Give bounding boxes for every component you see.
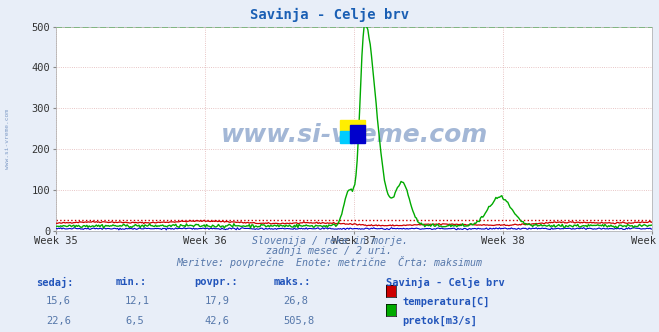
Text: 26,8: 26,8 <box>283 296 308 306</box>
Text: Savinja - Celje brv: Savinja - Celje brv <box>386 277 504 288</box>
Text: 505,8: 505,8 <box>283 316 314 326</box>
Bar <box>350 125 365 143</box>
Text: Savinja - Celje brv: Savinja - Celje brv <box>250 8 409 23</box>
Text: 22,6: 22,6 <box>46 316 71 326</box>
Text: pretok[m3/s]: pretok[m3/s] <box>403 316 478 326</box>
Text: temperatura[C]: temperatura[C] <box>403 296 490 307</box>
Bar <box>340 130 353 143</box>
Text: www.si-vreme.com: www.si-vreme.com <box>221 123 488 147</box>
Text: povpr.:: povpr.: <box>194 277 238 287</box>
Text: Meritve: povprečne  Enote: metrične  Črta: maksimum: Meritve: povprečne Enote: metrične Črta:… <box>177 256 482 268</box>
Text: 6,5: 6,5 <box>125 316 144 326</box>
Text: sedaj:: sedaj: <box>36 277 74 288</box>
Text: www.si-vreme.com: www.si-vreme.com <box>5 110 11 169</box>
Text: 17,9: 17,9 <box>204 296 229 306</box>
Text: Slovenija / reke in morje.: Slovenija / reke in morje. <box>252 236 407 246</box>
Text: zadnji mesec / 2 uri.: zadnji mesec / 2 uri. <box>266 246 393 256</box>
Text: 42,6: 42,6 <box>204 316 229 326</box>
Bar <box>340 121 365 135</box>
Text: min.:: min.: <box>115 277 146 287</box>
Text: 15,6: 15,6 <box>46 296 71 306</box>
Text: maks.:: maks.: <box>273 277 311 287</box>
Text: 12,1: 12,1 <box>125 296 150 306</box>
